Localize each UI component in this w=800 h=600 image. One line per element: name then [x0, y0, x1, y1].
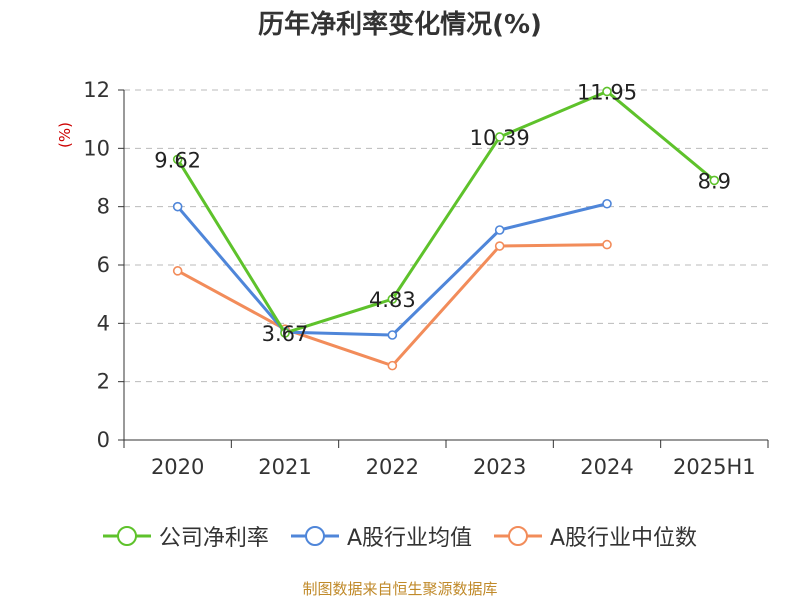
data-point-series-3 — [172, 266, 183, 276]
series-line-1 — [176, 89, 716, 335]
legend-marker-icon — [102, 526, 151, 546]
legend: 公司净利率 A股行业均值 A股行业中位数 — [0, 518, 800, 554]
data-point-series-1 — [494, 132, 505, 142]
data-point-series-1 — [709, 175, 720, 186]
y-tick-label: 2 — [97, 370, 110, 394]
x-tick-label: 2025H1 — [673, 455, 756, 479]
data-point-series-2 — [387, 330, 398, 340]
data-label: 8.9 — [698, 169, 731, 193]
data-point-series-1 — [387, 294, 398, 304]
data-point-series-3 — [494, 241, 505, 251]
data-label: 9.62 — [154, 148, 201, 172]
y-tick-label: 6 — [97, 253, 110, 277]
y-tick-label: 10 — [83, 136, 110, 160]
legend-marker-circle — [508, 526, 528, 546]
data-point-series-2 — [494, 225, 505, 235]
line-chart-plot: 0 2 4 6 8 10 12 2020 2021 2022 2023 2024 2025H1 9.62 3… — [83, 78, 769, 479]
data-label: 10.39 — [470, 126, 530, 150]
y-tick-label: 12 — [83, 78, 110, 102]
x-tick-label: 2022 — [366, 455, 419, 479]
legend-label: A股行业中位数 — [550, 526, 698, 551]
x-tick-label: 2020 — [151, 455, 204, 479]
y-tick-label: 4 — [97, 311, 110, 335]
legend-item-1[interactable]: 公司净利率 — [102, 520, 269, 552]
x-tick-label: 2023 — [473, 455, 526, 479]
data-source-note: 制图数据来自恒生聚源数据库 — [302, 580, 498, 598]
legend-marker-circle — [304, 526, 325, 546]
legend-marker-circle — [116, 526, 137, 546]
legend-item-3[interactable]: A股行业中位数 — [494, 520, 697, 552]
x-tick-label: 2021 — [258, 455, 311, 479]
chart-title: 历年净利率变化情况(%) — [258, 10, 542, 40]
data-point-series-1 — [172, 154, 183, 165]
y-tick-label: 8 — [97, 195, 110, 219]
data-point-series-1 — [602, 86, 612, 97]
data-label: 3.67 — [262, 322, 309, 346]
legend-marker-icon — [290, 526, 339, 546]
data-point-series-2 — [172, 201, 183, 212]
x-tick-label: 2024 — [580, 455, 633, 479]
data-point-series-2 — [602, 198, 612, 209]
data-point-series-3 — [387, 360, 398, 371]
data-label: 4.83 — [369, 288, 416, 312]
legend-item-2[interactable]: A股行业均值 — [290, 520, 472, 552]
data-point-series-3 — [602, 239, 612, 250]
y-tick-label: 0 — [97, 428, 110, 452]
data-point-series-1 — [280, 328, 290, 338]
legend-marker-icon — [494, 526, 542, 546]
legend-label: A股行业均值 — [346, 526, 472, 551]
series-line-2 — [176, 202, 608, 337]
data-label: 11.95 — [577, 80, 637, 104]
legend-label: 公司净利率 — [158, 526, 269, 551]
